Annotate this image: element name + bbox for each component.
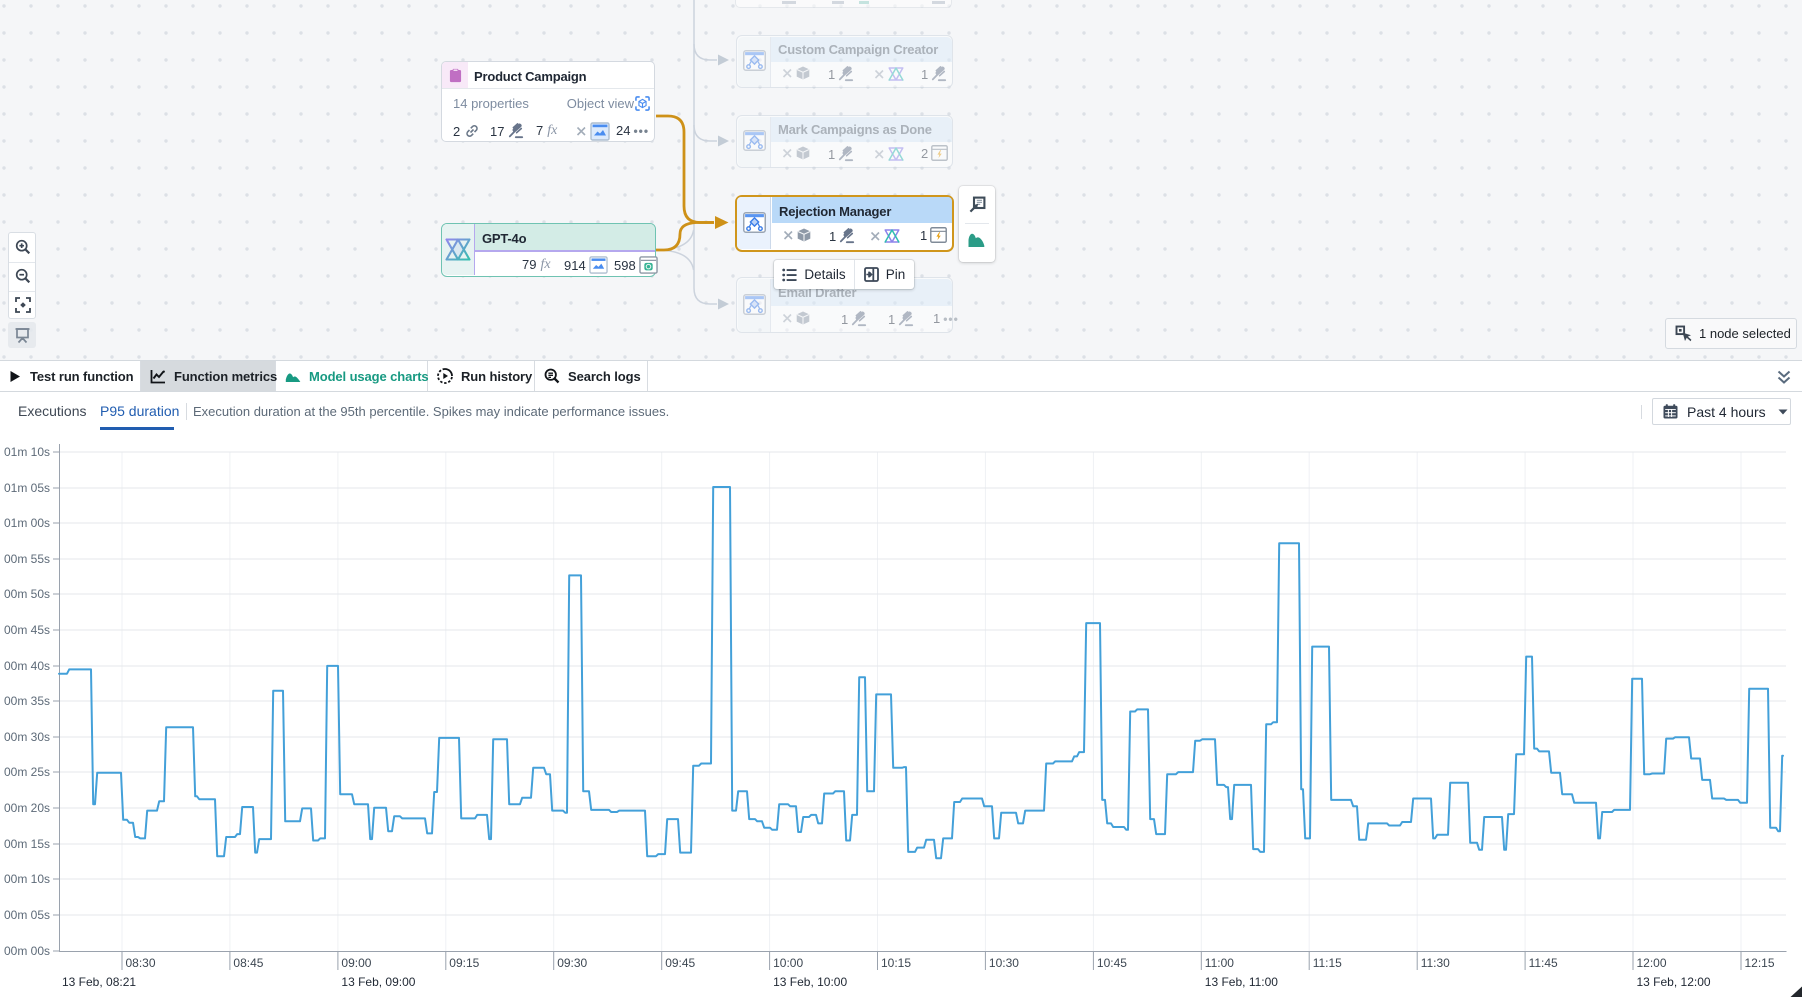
svg-text:09:45: 09:45 <box>665 956 695 970</box>
svg-text:13 Feb, 08:21: 13 Feb, 08:21 <box>62 975 136 989</box>
svg-text:11:30: 11:30 <box>1421 956 1450 970</box>
svg-text:00m 35s: 00m 35s <box>4 694 50 708</box>
svg-text:08:45: 08:45 <box>233 956 263 970</box>
svg-text:09:15: 09:15 <box>449 956 479 970</box>
svg-text:11:15: 11:15 <box>1313 956 1342 970</box>
svg-text:00m 55s: 00m 55s <box>4 552 50 566</box>
svg-text:00m 15s: 00m 15s <box>4 837 50 851</box>
svg-text:13 Feb, 12:00: 13 Feb, 12:00 <box>1637 975 1711 989</box>
svg-text:12:00: 12:00 <box>1637 956 1667 970</box>
svg-text:00m 30s: 00m 30s <box>4 730 50 744</box>
svg-text:11:45: 11:45 <box>1529 956 1558 970</box>
svg-text:09:30: 09:30 <box>557 956 587 970</box>
svg-text:11:00: 11:00 <box>1205 956 1234 970</box>
svg-text:00m 45s: 00m 45s <box>4 623 50 637</box>
svg-text:01m 10s: 01m 10s <box>4 445 50 459</box>
svg-text:00m 50s: 00m 50s <box>4 587 50 601</box>
svg-text:00m 10s: 00m 10s <box>4 872 50 886</box>
svg-text:01m 05s: 01m 05s <box>4 481 50 495</box>
svg-text:10:45: 10:45 <box>1097 956 1127 970</box>
svg-text:00m 40s: 00m 40s <box>4 659 50 673</box>
svg-text:08:30: 08:30 <box>126 956 156 970</box>
svg-text:00m 05s: 00m 05s <box>4 908 50 922</box>
svg-text:00m 00s: 00m 00s <box>4 944 50 958</box>
svg-text:10:30: 10:30 <box>989 956 1019 970</box>
svg-text:13 Feb, 10:00: 13 Feb, 10:00 <box>773 975 847 989</box>
svg-text:10:00: 10:00 <box>773 956 803 970</box>
svg-text:13 Feb, 09:00: 13 Feb, 09:00 <box>341 975 415 989</box>
svg-text:00m 25s: 00m 25s <box>4 765 50 779</box>
svg-text:12:15: 12:15 <box>1745 956 1775 970</box>
svg-text:13 Feb, 11:00: 13 Feb, 11:00 <box>1205 975 1278 989</box>
svg-text:00m 20s: 00m 20s <box>4 801 50 815</box>
svg-text:10:15: 10:15 <box>881 956 911 970</box>
svg-text:01m 00s: 01m 00s <box>4 516 50 530</box>
svg-text:09:00: 09:00 <box>341 956 371 970</box>
